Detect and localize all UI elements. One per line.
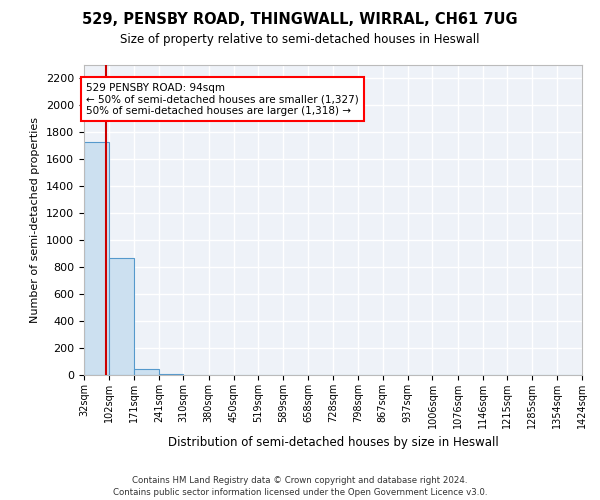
Bar bbox=[159, 374, 184, 375]
Text: 529 PENSBY ROAD: 94sqm
← 50% of semi-detached houses are smaller (1,327)
50% of : 529 PENSBY ROAD: 94sqm ← 50% of semi-det… bbox=[86, 82, 359, 116]
Bar bbox=[109, 258, 134, 375]
Text: Size of property relative to semi-detached houses in Heswall: Size of property relative to semi-detach… bbox=[120, 32, 480, 46]
Bar bbox=[84, 142, 109, 375]
X-axis label: Distribution of semi-detached houses by size in Heswall: Distribution of semi-detached houses by … bbox=[167, 436, 499, 450]
Y-axis label: Number of semi-detached properties: Number of semi-detached properties bbox=[31, 117, 40, 323]
Text: Contains public sector information licensed under the Open Government Licence v3: Contains public sector information licen… bbox=[113, 488, 487, 497]
Text: Contains HM Land Registry data © Crown copyright and database right 2024.: Contains HM Land Registry data © Crown c… bbox=[132, 476, 468, 485]
Text: 529, PENSBY ROAD, THINGWALL, WIRRAL, CH61 7UG: 529, PENSBY ROAD, THINGWALL, WIRRAL, CH6… bbox=[82, 12, 518, 28]
Bar bbox=[134, 369, 159, 375]
